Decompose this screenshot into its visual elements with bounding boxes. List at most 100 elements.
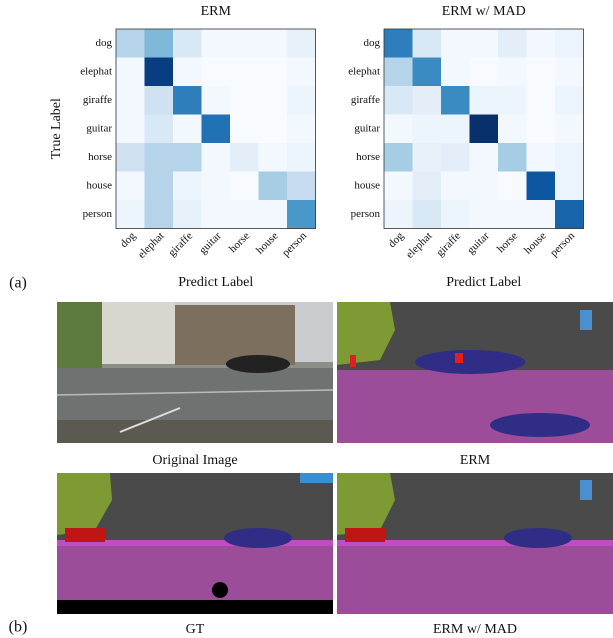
heatmap-cell bbox=[173, 86, 202, 115]
heatmap-cell bbox=[287, 115, 316, 144]
caption: ERM w/ MAD bbox=[433, 622, 517, 637]
x-tick-label: dog bbox=[386, 230, 407, 251]
heatmap-cell bbox=[287, 58, 316, 87]
heatmap-cell bbox=[230, 143, 259, 172]
heatmap-cell bbox=[470, 200, 499, 229]
heatmap-cell bbox=[384, 86, 413, 115]
x-tick-label: giraffe bbox=[434, 230, 463, 259]
heatmap-cell bbox=[498, 115, 527, 144]
heatmap-cell bbox=[145, 200, 174, 229]
heatmap-cell bbox=[145, 58, 174, 87]
x-axis-label: Predict Label bbox=[446, 275, 521, 290]
heatmap-cell bbox=[259, 86, 288, 115]
heatmap-cell bbox=[259, 58, 288, 87]
heatmap-cell bbox=[287, 200, 316, 229]
heatmap-cell bbox=[287, 86, 316, 115]
heatmap-cell bbox=[441, 172, 470, 201]
heatmap-cell bbox=[116, 200, 145, 229]
heatmap-cell bbox=[555, 115, 584, 144]
heatmap-cell bbox=[259, 200, 288, 229]
heatmap-cell bbox=[173, 29, 202, 58]
x-tick-label: dog bbox=[118, 230, 139, 251]
y-tick-label: person bbox=[351, 208, 381, 220]
y-tick-label: dog bbox=[364, 37, 381, 49]
heatmap-cell bbox=[230, 115, 259, 144]
heatmap-cell bbox=[145, 172, 174, 201]
heatmap-cell bbox=[384, 200, 413, 229]
panel-label: (a) bbox=[9, 275, 27, 292]
y-tick-label: house bbox=[354, 179, 380, 191]
heatmap-cell bbox=[384, 29, 413, 58]
heatmap-cell bbox=[527, 29, 556, 58]
x-tick-label: house bbox=[522, 230, 549, 257]
x-tick-label: elephat bbox=[136, 230, 167, 261]
heatmap-cell bbox=[173, 172, 202, 201]
heatmap-cell bbox=[413, 143, 442, 172]
heatmap-cell bbox=[202, 143, 231, 172]
erm-segmentation bbox=[337, 302, 613, 443]
heatmap-cell bbox=[470, 172, 499, 201]
heatmap-cell bbox=[287, 172, 316, 201]
heatmap-cell bbox=[470, 86, 499, 115]
y-tick-label: guitar bbox=[86, 122, 112, 134]
heatmap-cell bbox=[413, 200, 442, 229]
caption: ERM bbox=[460, 453, 491, 468]
x-tick-label: person bbox=[548, 230, 578, 260]
heatmap-cell bbox=[527, 172, 556, 201]
x-tick-label: guitar bbox=[465, 230, 492, 257]
heatmap-cell bbox=[202, 115, 231, 144]
x-tick-label: house bbox=[254, 230, 281, 257]
chart-title: ERM bbox=[201, 4, 232, 19]
heatmap-cell bbox=[173, 200, 202, 229]
heatmap-cell bbox=[555, 143, 584, 172]
erm-mad-segmentation bbox=[337, 473, 613, 614]
heatmap-cell bbox=[441, 29, 470, 58]
x-tick-label: giraffe bbox=[166, 230, 195, 259]
heatmap-cell bbox=[287, 29, 316, 58]
heatmap-cell bbox=[116, 143, 145, 172]
heatmap-cell bbox=[259, 115, 288, 144]
x-tick-label: horse bbox=[227, 230, 252, 255]
heatmap-cell bbox=[498, 172, 527, 201]
heatmap-cell bbox=[498, 143, 527, 172]
heatmap-cell bbox=[441, 115, 470, 144]
heatmap-cell bbox=[413, 86, 442, 115]
heatmap-cell bbox=[470, 143, 499, 172]
figure: Original Image ERM GT ERM w/ MAD (a) (b)… bbox=[0, 0, 613, 638]
y-tick-label: giraffe bbox=[83, 94, 112, 106]
heatmap-cell bbox=[145, 115, 174, 144]
heatmap-cell bbox=[498, 200, 527, 229]
heatmap-cell bbox=[230, 200, 259, 229]
heatmap-cell bbox=[498, 86, 527, 115]
heatmap-cell bbox=[384, 143, 413, 172]
y-tick-label: guitar bbox=[354, 122, 380, 134]
heatmap-cell bbox=[173, 143, 202, 172]
heatmap-cell bbox=[413, 115, 442, 144]
y-tick-label: elephat bbox=[348, 65, 380, 77]
heatmap-cell bbox=[555, 86, 584, 115]
heatmap-cell bbox=[527, 115, 556, 144]
heatmap-cell bbox=[441, 86, 470, 115]
heatmap-cell bbox=[173, 58, 202, 87]
y-tick-label: horse bbox=[356, 151, 380, 163]
heatmap-cell bbox=[116, 172, 145, 201]
heatmap-cell bbox=[527, 200, 556, 229]
heatmap-cell bbox=[384, 172, 413, 201]
x-tick-label: elephat bbox=[404, 230, 435, 261]
heatmap-cell bbox=[173, 115, 202, 144]
chart-title: ERM w/ MAD bbox=[442, 4, 526, 19]
heatmap-cell bbox=[202, 29, 231, 58]
heatmap-cell bbox=[384, 115, 413, 144]
heatmap-cell bbox=[498, 29, 527, 58]
y-tick-label: horse bbox=[88, 151, 112, 163]
heatmap-cell bbox=[116, 58, 145, 87]
heatmap-cell bbox=[413, 58, 442, 87]
heatmap-cell bbox=[259, 29, 288, 58]
heatmap-cell bbox=[116, 29, 145, 58]
heatmap-cell bbox=[413, 172, 442, 201]
heatmap-cell bbox=[555, 172, 584, 201]
heatmap-cell bbox=[116, 86, 145, 115]
heatmap-cell bbox=[555, 58, 584, 87]
x-tick-label: person bbox=[280, 230, 310, 260]
heatmap-cell bbox=[202, 86, 231, 115]
